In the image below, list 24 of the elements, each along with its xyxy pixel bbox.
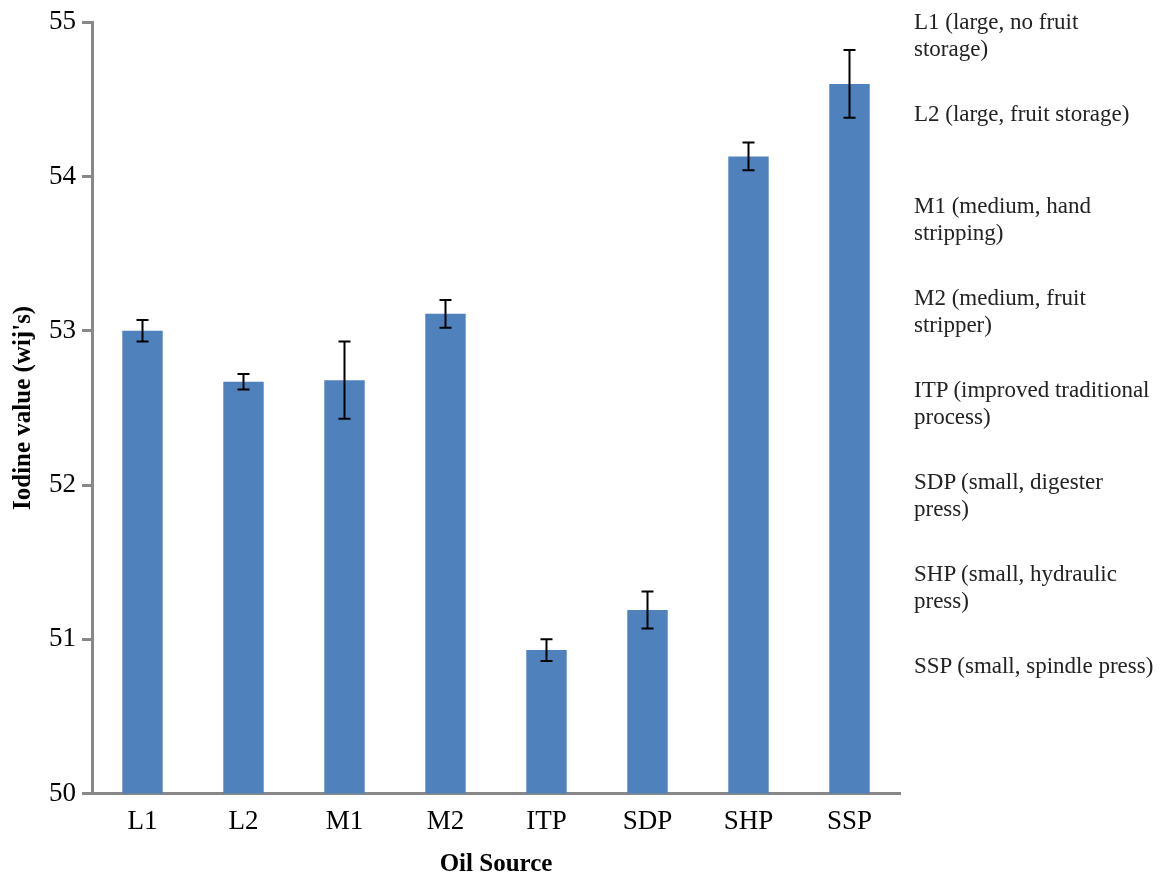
text: SDP (small, digester press) (914, 468, 1104, 523)
x-tick-label: SSP (826, 804, 873, 835)
x-axis-title: Oil Source (439, 849, 553, 877)
text: SSP (small, spindle press) (914, 652, 1154, 680)
text: M1 (medium, hand stripping) (914, 192, 1092, 247)
x-tick-label: M1 (325, 804, 364, 835)
text: SHP (small, hydraulic press) (914, 560, 1118, 615)
y-tick-label: 55 (49, 5, 76, 36)
y-tick-label: 54 (49, 159, 77, 190)
x-tick-label: SDP (622, 804, 673, 835)
text: L2 (large, fruit storage) (914, 100, 1131, 128)
y-tick-label: 52 (49, 468, 76, 499)
x-tick-label: L1 (127, 804, 158, 835)
y-axis-title: Iodine value (wij's) (8, 305, 37, 510)
text: L1 (large, no fruit storage) (914, 8, 1080, 63)
text: ITP (improved traditional process) (914, 376, 1151, 431)
x-tick-label: L2 (228, 804, 259, 835)
x-tick-label: SHP (723, 804, 774, 835)
text: M2 (medium, fruit stripper) (914, 284, 1087, 339)
y-tick-label: 53 (49, 313, 76, 344)
y-tick-label: 51 (49, 622, 76, 653)
x-tick-label: M2 (426, 804, 465, 835)
x-tick-label: ITP (526, 804, 567, 835)
y-tick-label: 50 (49, 776, 76, 807)
